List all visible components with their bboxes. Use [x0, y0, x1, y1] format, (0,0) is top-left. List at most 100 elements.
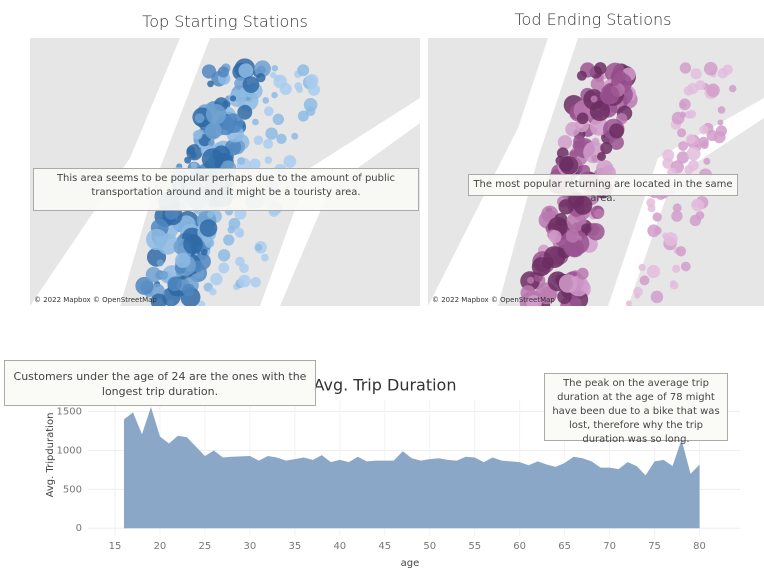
station	[274, 75, 281, 82]
map	[428, 38, 764, 306]
station	[591, 137, 600, 146]
station	[200, 248, 208, 256]
station	[703, 61, 718, 76]
station	[557, 135, 573, 150]
station	[558, 274, 578, 293]
station	[647, 224, 661, 238]
station	[167, 276, 182, 292]
station	[685, 133, 696, 144]
station	[254, 60, 271, 78]
station	[706, 83, 720, 98]
map-title: Tod Ending Stations	[514, 10, 672, 29]
station	[600, 142, 613, 155]
station	[238, 63, 254, 79]
station	[557, 289, 572, 304]
station	[204, 122, 222, 140]
station	[201, 148, 224, 170]
station	[255, 243, 263, 252]
station	[296, 86, 303, 94]
station	[615, 70, 626, 82]
station	[228, 217, 241, 230]
station	[541, 256, 554, 269]
station	[690, 68, 702, 80]
map-attribution: © 2022 Mapbox © OpenStreetMap	[432, 296, 555, 304]
station	[728, 84, 737, 93]
station	[145, 266, 162, 283]
x-tick-label: 70	[603, 541, 616, 552]
water	[608, 98, 764, 306]
station	[675, 246, 687, 257]
station	[201, 64, 217, 79]
station	[609, 123, 624, 139]
station	[271, 91, 278, 99]
station	[677, 128, 687, 138]
station	[238, 274, 251, 288]
station	[263, 106, 274, 117]
station	[271, 65, 279, 72]
station	[695, 80, 706, 91]
station	[156, 259, 164, 267]
station	[199, 219, 218, 237]
station	[699, 125, 709, 135]
station	[695, 211, 705, 220]
map-attribution: © 2022 Mapbox © OpenStreetMap	[34, 296, 157, 304]
x-tick-label: 30	[244, 541, 257, 552]
station	[205, 104, 227, 125]
annotation: This area seems to be popular perhaps du…	[33, 168, 419, 211]
station	[256, 73, 266, 83]
station	[272, 113, 285, 126]
station	[691, 199, 699, 208]
station	[703, 157, 711, 165]
station	[686, 146, 701, 161]
y-tick-label: 0	[76, 523, 82, 534]
station	[209, 288, 217, 296]
y-tick-label: 500	[63, 484, 82, 495]
station	[559, 156, 579, 175]
annotation: Customers under the age of 24 are the on…	[4, 360, 316, 406]
station	[639, 275, 650, 286]
station	[634, 292, 641, 299]
station	[593, 208, 604, 219]
station	[270, 71, 277, 79]
station	[264, 156, 273, 164]
station	[679, 111, 687, 118]
station	[687, 109, 697, 119]
annotation: The peak on the average trip duration at…	[544, 373, 728, 445]
station	[237, 104, 253, 120]
station	[297, 64, 310, 77]
water	[428, 38, 578, 306]
station	[305, 73, 319, 87]
station	[291, 132, 299, 140]
station	[646, 198, 656, 208]
station	[669, 281, 679, 290]
station	[223, 113, 244, 134]
map-title: Top Starting Stations	[142, 12, 308, 31]
station	[204, 237, 215, 248]
station	[581, 223, 592, 234]
station	[217, 249, 231, 262]
station	[276, 133, 287, 144]
station	[253, 135, 264, 145]
station	[249, 158, 261, 170]
x-tick-label: 55	[468, 541, 481, 552]
x-tick-label: 50	[423, 541, 436, 552]
station	[194, 113, 205, 124]
x-tick-label: 35	[288, 541, 301, 552]
station	[587, 223, 605, 241]
station	[263, 138, 274, 149]
area	[123, 406, 700, 529]
station	[230, 95, 237, 102]
station	[190, 162, 198, 170]
station	[700, 140, 709, 150]
station	[261, 253, 269, 262]
y-axis-label: Avg. Tripduration	[45, 413, 56, 498]
station	[717, 106, 726, 114]
station	[717, 119, 724, 126]
station	[217, 66, 229, 78]
station	[672, 203, 682, 213]
x-tick-label: 80	[693, 541, 706, 552]
station	[265, 127, 278, 140]
station	[563, 237, 583, 257]
x-tick-label: 45	[378, 541, 391, 552]
